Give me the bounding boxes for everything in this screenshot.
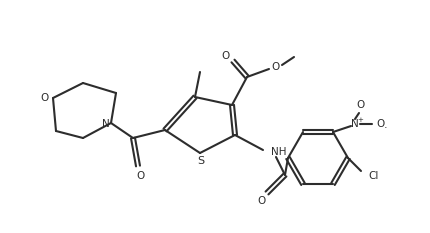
Text: O: O: [376, 119, 384, 129]
Text: NH: NH: [270, 147, 286, 157]
Text: Cl: Cl: [367, 171, 378, 181]
Text: ·: ·: [383, 123, 387, 133]
Text: O: O: [257, 196, 265, 206]
Text: N: N: [350, 119, 358, 129]
Text: O: O: [356, 100, 364, 110]
Text: N: N: [102, 119, 110, 129]
Text: O: O: [137, 171, 145, 181]
Text: O: O: [271, 62, 280, 72]
Text: +: +: [356, 117, 362, 123]
Text: O: O: [221, 51, 230, 61]
Text: O: O: [41, 93, 49, 103]
Text: S: S: [197, 156, 204, 166]
